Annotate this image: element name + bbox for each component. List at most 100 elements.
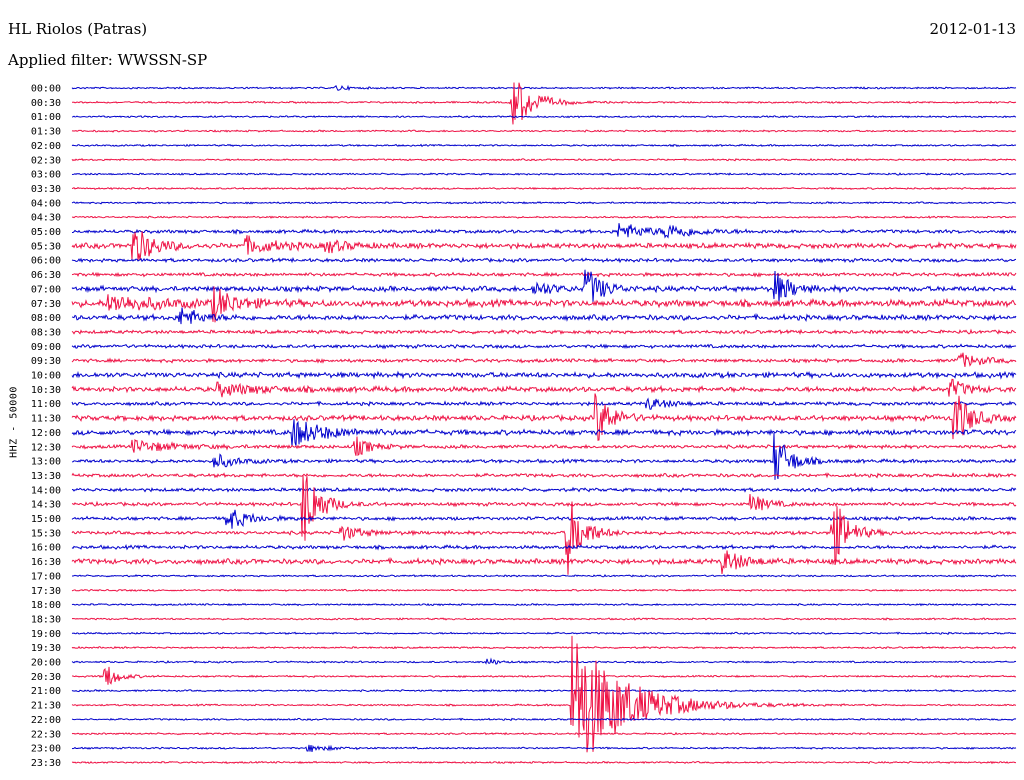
time-tick-label: 17:30 xyxy=(31,586,61,597)
trace-line xyxy=(71,635,1017,753)
time-tick-label: 22:00 xyxy=(31,715,61,726)
time-tick-label: 06:00 xyxy=(31,256,61,267)
trace-line xyxy=(71,550,1017,574)
trace-line xyxy=(71,393,1017,441)
time-tick-label: 10:30 xyxy=(31,385,61,396)
time-tick-label: 12:30 xyxy=(31,442,61,453)
time-tick-label: 23:00 xyxy=(31,744,61,755)
trace-line xyxy=(71,352,1017,367)
trace-line xyxy=(71,378,1017,398)
trace-line xyxy=(71,472,1017,479)
time-tick-label: 17:00 xyxy=(31,571,61,582)
time-tick-label: 20:30 xyxy=(31,672,61,683)
time-tick-labels: 00:00 00:30 01:00 01:30 02:00 02:30 03:00 03:30… xyxy=(31,84,61,769)
time-tick-label: 01:30 xyxy=(31,127,61,138)
time-tick-label: 11:30 xyxy=(31,414,61,425)
trace-line xyxy=(71,631,1017,635)
time-tick-label: 22:30 xyxy=(31,729,61,740)
trace-line xyxy=(71,731,1017,736)
trace-line xyxy=(71,201,1017,205)
trace-line xyxy=(71,157,1017,162)
time-tick-label: 18:30 xyxy=(31,614,61,625)
time-tick-label: 19:00 xyxy=(31,629,61,640)
time-tick-label: 21:30 xyxy=(31,701,61,712)
time-tick-label: 02:00 xyxy=(31,141,61,152)
time-tick-label: 08:00 xyxy=(31,313,61,324)
trace-line xyxy=(71,172,1017,176)
trace-line xyxy=(71,231,1017,261)
time-tick-label: 13:00 xyxy=(31,457,61,468)
time-tick-label: 11:00 xyxy=(31,399,61,410)
trace-line xyxy=(71,143,1017,148)
trace-line xyxy=(71,343,1017,350)
trace-line xyxy=(71,744,1017,752)
trace-line xyxy=(71,574,1017,578)
time-tick-label: 09:30 xyxy=(31,356,61,367)
trace-line xyxy=(71,307,1017,325)
time-tick-label: 13:30 xyxy=(31,471,61,482)
trace-line xyxy=(71,475,1017,541)
trace-line xyxy=(71,286,1017,323)
trace-line xyxy=(71,501,1017,575)
time-tick-label: 15:30 xyxy=(31,528,61,539)
trace-line xyxy=(71,129,1017,133)
time-tick-label: 06:30 xyxy=(31,270,61,281)
time-tick-label: 00:30 xyxy=(31,98,61,109)
time-tick-label: 14:00 xyxy=(31,485,61,496)
trace-line xyxy=(71,215,1017,219)
trace-line xyxy=(71,82,1017,125)
trace-line xyxy=(71,328,1017,336)
trace-line xyxy=(71,114,1017,119)
time-tick-label: 12:00 xyxy=(31,428,61,439)
trace-lines xyxy=(71,82,1017,765)
trace-line xyxy=(71,602,1017,607)
trace-line xyxy=(71,432,1017,480)
time-tick-label: 02:30 xyxy=(31,155,61,166)
time-tick-label: 04:00 xyxy=(31,198,61,209)
trace-line xyxy=(71,509,1017,529)
time-tick-label: 18:00 xyxy=(31,600,61,611)
time-tick-label: 09:00 xyxy=(31,342,61,353)
time-tick-label: 21:00 xyxy=(31,686,61,697)
trace-line xyxy=(71,717,1017,722)
trace-line xyxy=(71,689,1017,693)
time-tick-label: 16:30 xyxy=(31,557,61,568)
time-tick-label: 03:00 xyxy=(31,170,61,181)
time-tick-label: 00:00 xyxy=(31,84,61,95)
trace-line xyxy=(71,657,1017,665)
trace-line xyxy=(71,186,1017,191)
trace-line xyxy=(71,223,1017,239)
time-tick-label: 10:00 xyxy=(31,371,61,382)
time-tick-label: 03:30 xyxy=(31,184,61,195)
trace-line xyxy=(71,617,1017,621)
filter-label: Applied filter: WWSSN-SP xyxy=(8,51,208,69)
trace-line xyxy=(71,419,1017,447)
trace-line xyxy=(71,397,1017,410)
time-tick-label: 14:30 xyxy=(31,500,61,511)
trace-line xyxy=(71,256,1017,264)
time-tick-label: 07:30 xyxy=(31,299,61,310)
time-tick-label: 05:00 xyxy=(31,227,61,238)
trace-line xyxy=(71,760,1017,765)
trace-line xyxy=(71,588,1017,592)
time-tick-label: 16:00 xyxy=(31,543,61,554)
time-tick-label: 23:30 xyxy=(31,758,61,769)
time-tick-label: 05:30 xyxy=(31,241,61,252)
trace-line xyxy=(71,271,1017,278)
station-title: HL Riolos (Patras) xyxy=(8,20,148,38)
time-tick-label: 15:00 xyxy=(31,514,61,525)
time-tick-label: 19:30 xyxy=(31,643,61,654)
trace-line xyxy=(71,370,1017,380)
trace-line xyxy=(71,544,1017,551)
time-tick-label: 20:00 xyxy=(31,658,61,669)
trace-line xyxy=(71,486,1017,493)
trace-line xyxy=(71,645,1017,650)
trace-line xyxy=(71,666,1017,685)
trace-line xyxy=(71,269,1017,305)
time-tick-label: 07:00 xyxy=(31,284,61,295)
trace-line xyxy=(71,84,1017,92)
time-tick-label: 08:30 xyxy=(31,327,61,338)
time-tick-label: 04:30 xyxy=(31,213,61,224)
trace-line xyxy=(71,436,1017,457)
